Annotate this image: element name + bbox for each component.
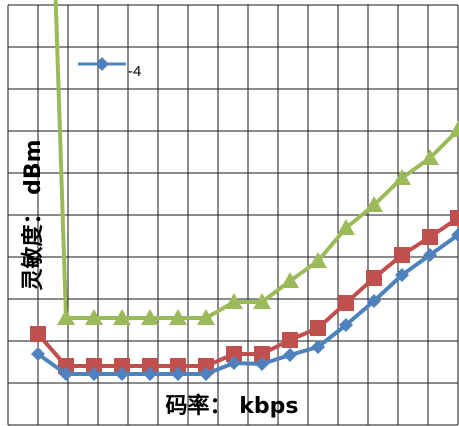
data-point-square [254, 346, 270, 362]
x-axis-label: 码率： kbps [166, 393, 299, 419]
data-point-square [338, 295, 354, 311]
legend-entry: -4 [128, 63, 141, 80]
data-point-triangle [449, 121, 459, 137]
data-point-triangle [337, 219, 355, 235]
data-point-diamond [395, 268, 409, 282]
series-layer [30, 0, 459, 381]
data-point-square [394, 247, 410, 263]
data-point-square [310, 320, 326, 336]
data-point-triangle [253, 293, 271, 309]
series-line [36, 233, 459, 376]
data-point-triangle [197, 309, 215, 325]
data-point-diamond [115, 367, 129, 381]
data-point-triangle [365, 196, 383, 212]
data-point-triangle [85, 309, 103, 325]
data-point-diamond [227, 356, 241, 370]
data-point-diamond [339, 318, 353, 332]
y-axis-label: 灵敏度： dBm [20, 139, 46, 290]
data-point-square [366, 270, 382, 286]
data-point-square [86, 358, 102, 374]
data-point-square [226, 346, 242, 362]
series-2 [30, 210, 459, 374]
grid [7, 4, 459, 426]
data-point-square [198, 358, 214, 374]
data-point-triangle [421, 149, 439, 165]
data-point-diamond [255, 357, 269, 371]
series-line [36, 216, 459, 368]
data-point-square [142, 358, 158, 374]
series-1 [31, 228, 459, 381]
data-point-triangle [393, 169, 411, 185]
series-line [53, 0, 459, 320]
data-point-diamond [143, 367, 157, 381]
data-point-diamond [311, 340, 325, 354]
data-point-triangle [141, 309, 159, 325]
data-point-diamond [423, 248, 437, 262]
data-point-diamond [367, 294, 381, 308]
data-point-square [282, 332, 298, 348]
data-point-triangle [57, 309, 75, 325]
data-point-square [114, 358, 130, 374]
data-point-square [450, 210, 459, 226]
data-point-diamond [199, 367, 213, 381]
data-point-triangle [169, 309, 187, 325]
data-point-diamond [451, 228, 459, 242]
data-point-diamond [87, 367, 101, 381]
data-point-triangle [113, 309, 131, 325]
data-point-triangle [281, 272, 299, 288]
data-point-triangle [309, 252, 327, 268]
legend-diamond-icon [95, 57, 109, 71]
data-point-diamond [283, 348, 297, 362]
data-point-square [422, 229, 438, 245]
data-point-diamond [171, 367, 185, 381]
data-point-diamond [59, 367, 73, 381]
series-3 [53, 0, 459, 325]
data-point-diamond [31, 347, 45, 361]
data-point-square [170, 358, 186, 374]
data-point-square [30, 326, 46, 342]
legend: -4 [78, 57, 141, 80]
data-point-triangle [225, 293, 243, 309]
